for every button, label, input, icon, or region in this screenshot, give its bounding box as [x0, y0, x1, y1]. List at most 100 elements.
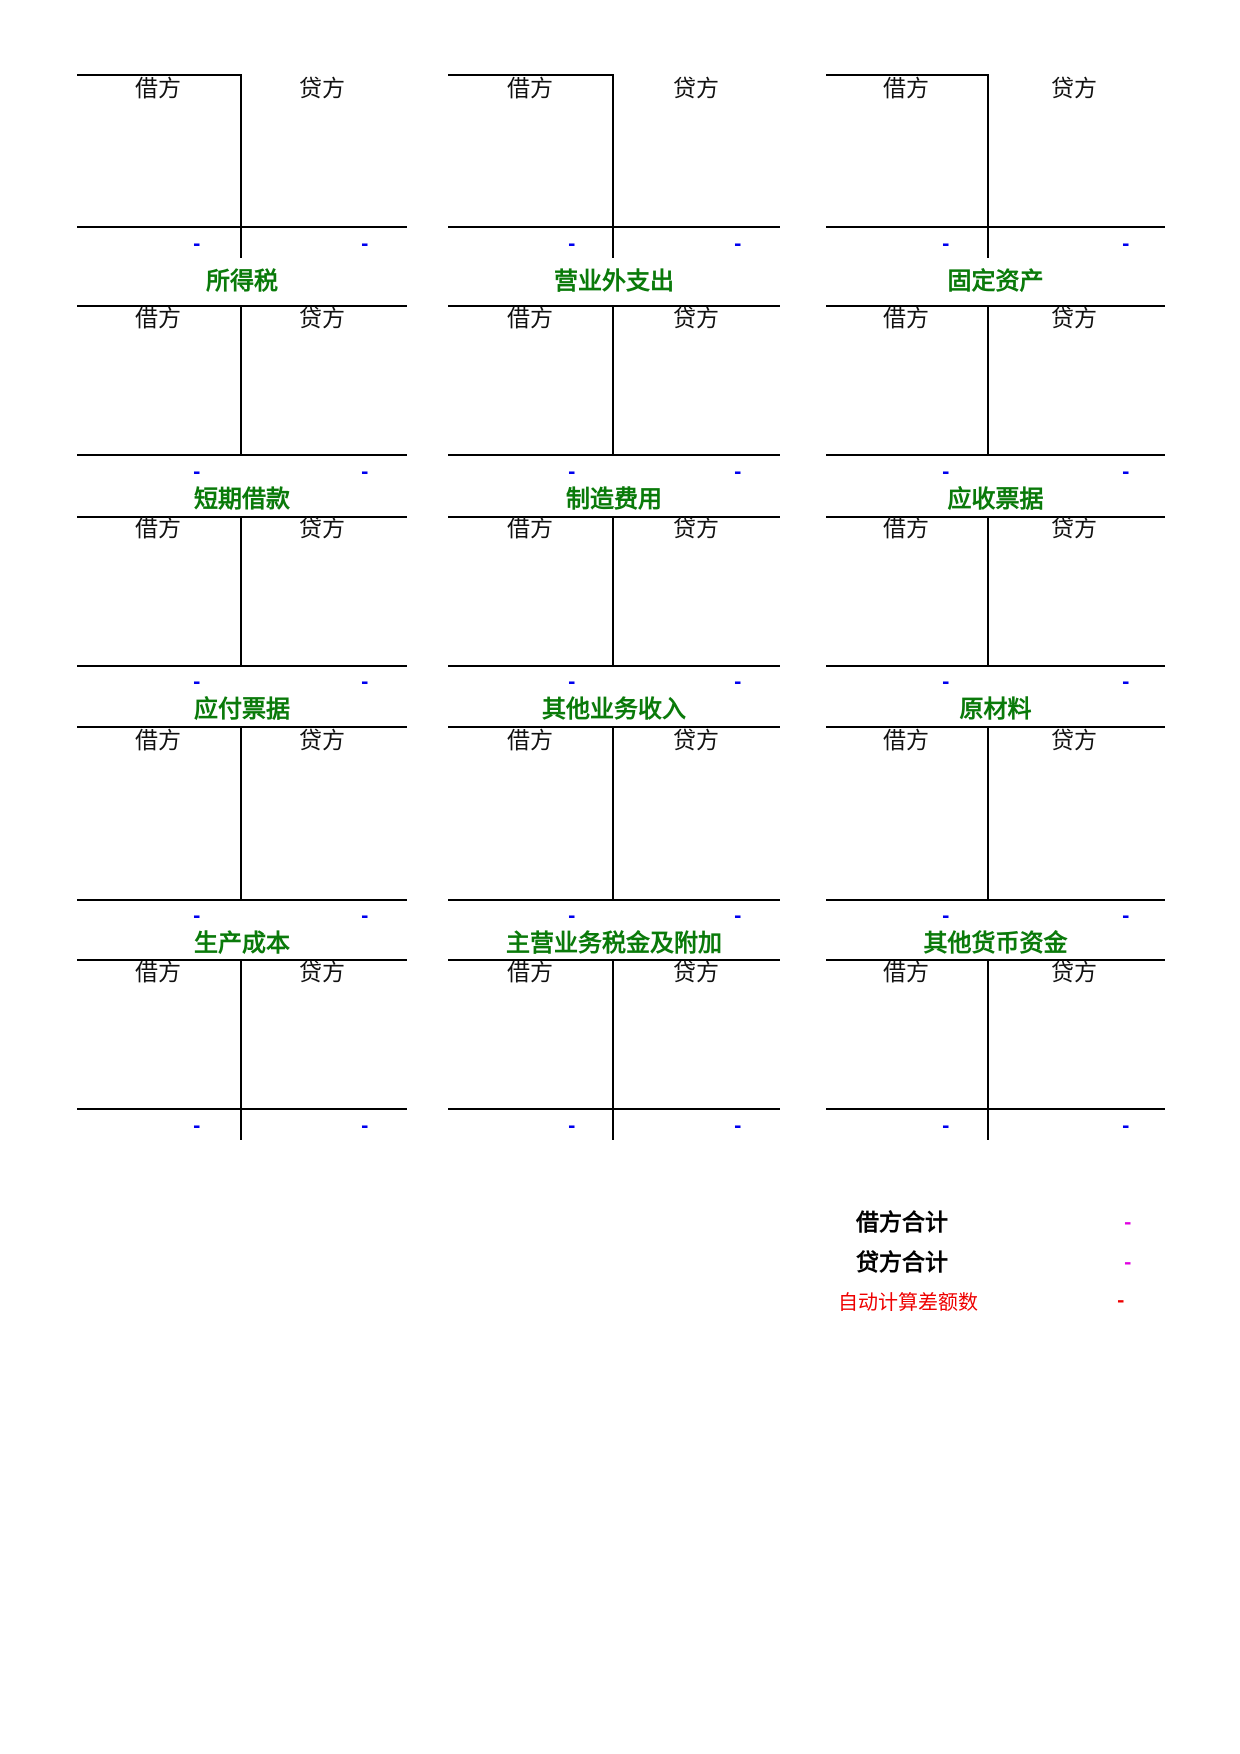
account-top-rule	[77, 305, 407, 307]
debit-total: -	[942, 462, 950, 483]
credit-total: -	[361, 906, 369, 927]
account-divider	[612, 959, 614, 1140]
account-bottom-rule	[826, 1108, 1165, 1110]
credit-total: -	[734, 672, 742, 693]
account-divider	[612, 305, 614, 454]
account-divider	[612, 726, 614, 899]
account-divider	[240, 726, 242, 899]
account-title: 主营业务税金及附加	[506, 929, 722, 957]
debit-header: 借方	[507, 306, 553, 332]
account-divider	[987, 305, 989, 454]
account-top-rule	[77, 959, 407, 961]
account-top-rule	[77, 516, 407, 518]
credit-header: 贷方	[299, 960, 345, 986]
debit-total: -	[193, 1116, 201, 1137]
account-divider	[240, 516, 242, 665]
credit-total: -	[1122, 1116, 1130, 1137]
account-bottom-rule	[77, 665, 407, 667]
difference-value: -	[1117, 1290, 1125, 1311]
account-divider	[987, 726, 989, 899]
credit-sum-value: -	[1124, 1252, 1132, 1273]
credit-header: 贷方	[1051, 728, 1097, 754]
account-bottom-rule	[448, 454, 780, 456]
account-divider	[240, 74, 242, 258]
account-bottom-rule	[826, 665, 1165, 667]
debit-header: 借方	[135, 960, 181, 986]
account-bottom-rule	[448, 1108, 780, 1110]
credit-total: -	[1122, 906, 1130, 927]
debit-header: 借方	[135, 76, 181, 102]
debit-total: -	[193, 906, 201, 927]
debit-total: -	[193, 462, 201, 483]
account-bottom-rule	[77, 1108, 407, 1110]
account-divider	[240, 305, 242, 454]
debit-header: 借方	[507, 76, 553, 102]
debit-total: -	[568, 234, 576, 255]
debit-total: -	[568, 672, 576, 693]
account-title: 营业外支出	[554, 267, 674, 295]
account-bottom-rule	[826, 454, 1165, 456]
credit-header: 贷方	[1051, 516, 1097, 542]
account-top-rule	[448, 516, 780, 518]
debit-header: 借方	[883, 76, 929, 102]
account-divider	[612, 74, 614, 258]
credit-total: -	[1122, 672, 1130, 693]
debit-header: 借方	[883, 516, 929, 542]
credit-total: -	[1122, 234, 1130, 255]
credit-header: 贷方	[673, 516, 719, 542]
credit-header: 贷方	[1051, 306, 1097, 332]
debit-sum-value: -	[1124, 1212, 1132, 1233]
account-bottom-rule	[448, 226, 780, 228]
credit-total: -	[734, 906, 742, 927]
account-title: 应收票据	[947, 485, 1044, 513]
account-top-rule	[77, 726, 407, 728]
credit-header: 贷方	[673, 960, 719, 986]
account-top-rule	[826, 516, 1165, 518]
credit-header: 贷方	[299, 76, 345, 102]
credit-header: 贷方	[299, 516, 345, 542]
account-title: 所得税	[206, 267, 278, 295]
account-bottom-rule	[448, 899, 780, 901]
credit-header: 贷方	[299, 728, 345, 754]
account-bottom-rule	[826, 226, 1165, 228]
account-top-rule	[448, 959, 780, 961]
account-divider	[987, 74, 989, 258]
credit-total: -	[361, 462, 369, 483]
debit-header: 借方	[507, 516, 553, 542]
debit-sum-label: 借方合计	[856, 1210, 948, 1236]
debit-total: -	[193, 672, 201, 693]
debit-header: 借方	[135, 516, 181, 542]
credit-total: -	[734, 462, 742, 483]
debit-total: -	[568, 462, 576, 483]
credit-total: -	[734, 1116, 742, 1137]
account-title: 制造费用	[566, 485, 662, 513]
credit-header: 贷方	[673, 76, 719, 102]
credit-total: -	[361, 672, 369, 693]
debit-total: -	[942, 234, 950, 255]
credit-header: 贷方	[1051, 76, 1097, 102]
debit-total: -	[942, 672, 950, 693]
account-title: 其他业务收入	[542, 695, 686, 723]
account-top-rule	[826, 74, 989, 76]
credit-header: 贷方	[1051, 960, 1097, 986]
debit-header: 借方	[135, 728, 181, 754]
account-divider	[987, 516, 989, 665]
account-top-rule	[826, 305, 1165, 307]
account-bottom-rule	[826, 899, 1165, 901]
credit-sum-label: 贷方合计	[856, 1250, 948, 1276]
debit-header: 借方	[507, 960, 553, 986]
credit-total: -	[1122, 462, 1130, 483]
debit-total: -	[193, 234, 201, 255]
account-bottom-rule	[448, 665, 780, 667]
account-title: 生产成本	[194, 929, 290, 957]
difference-label: 自动计算差额数	[838, 1290, 978, 1314]
credit-total: -	[361, 234, 369, 255]
account-bottom-rule	[77, 899, 407, 901]
debit-header: 借方	[883, 728, 929, 754]
account-title: 其他货币资金	[923, 929, 1068, 957]
debit-header: 借方	[883, 960, 929, 986]
debit-header: 借方	[507, 728, 553, 754]
account-bottom-rule	[77, 454, 407, 456]
account-top-rule	[448, 74, 614, 76]
